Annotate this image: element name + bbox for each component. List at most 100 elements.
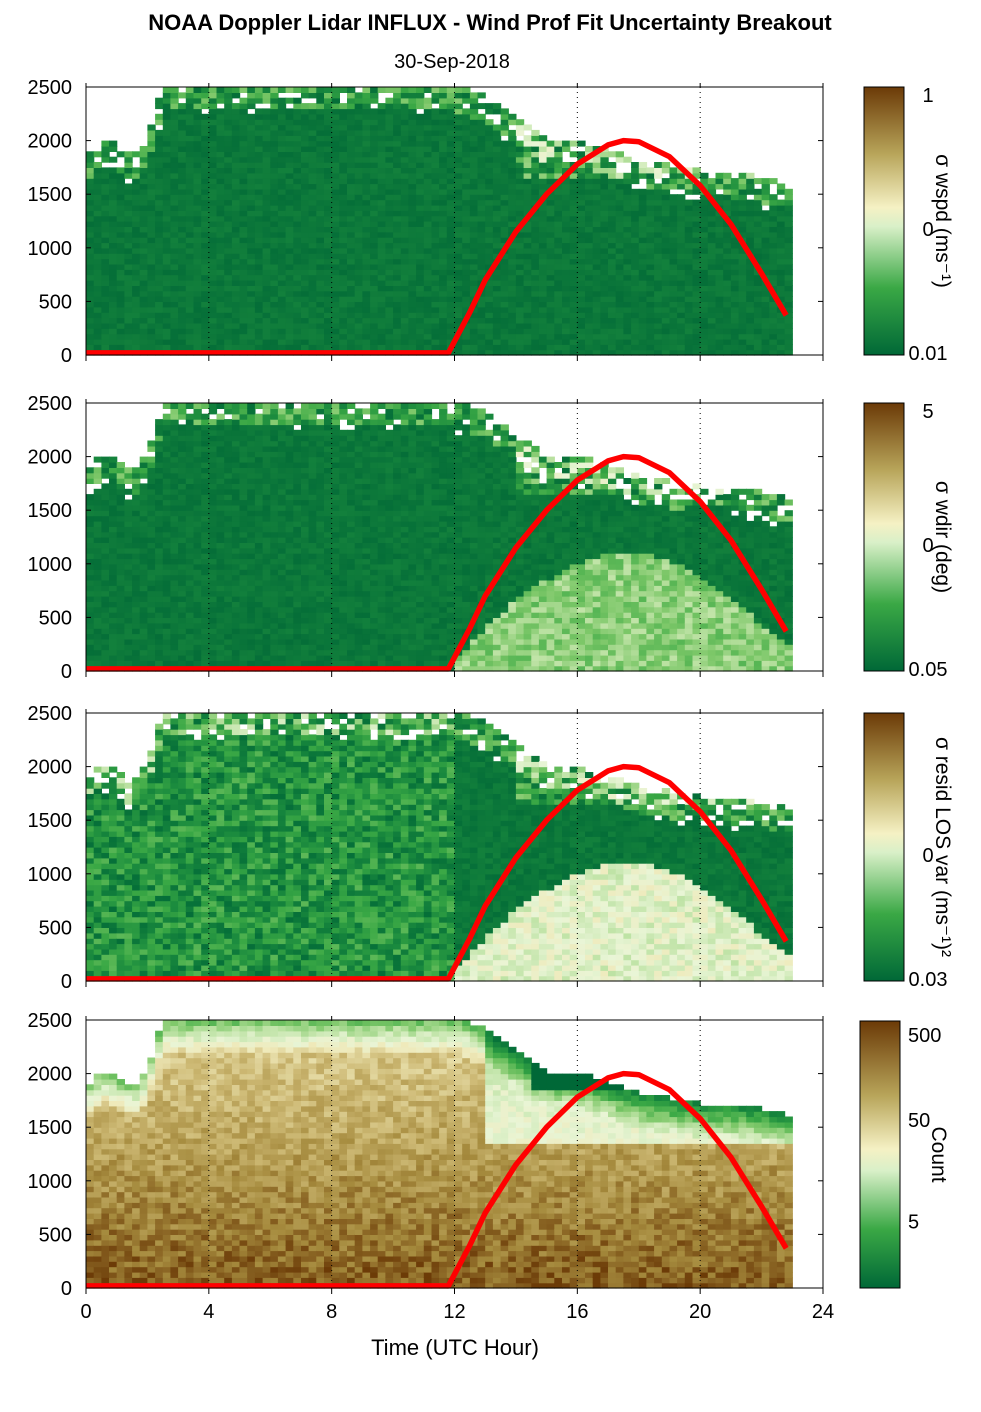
heatmap-cell <box>585 290 594 297</box>
heatmap-cell <box>277 178 287 185</box>
heatmap-cell <box>116 531 125 538</box>
heatmap-cell <box>715 231 724 238</box>
heatmap-cell <box>538 263 548 270</box>
heatmap-cell <box>254 563 264 570</box>
heatmap-cell <box>654 322 663 329</box>
heatmap-cell <box>316 162 325 168</box>
heatmap-cell <box>554 322 563 329</box>
heatmap-cell <box>469 92 479 99</box>
heatmap-cell <box>554 226 563 233</box>
heatmap-cell <box>446 280 456 286</box>
heatmap-cell <box>124 328 133 335</box>
heatmap-cell <box>308 199 317 206</box>
heatmap-cell <box>585 253 594 260</box>
heatmap-cell <box>416 285 425 292</box>
heatmap-cell <box>753 301 763 308</box>
heatmap-cell <box>116 617 125 624</box>
heatmap-cell <box>86 258 95 265</box>
heatmap-cell <box>477 333 486 340</box>
heatmap-cell <box>515 285 525 292</box>
heatmap-cell <box>554 301 563 308</box>
heatmap-cell <box>707 258 717 265</box>
heatmap-cell <box>185 445 195 452</box>
heatmap-cell <box>554 210 563 217</box>
heatmap-cell <box>162 467 172 474</box>
heatmap-cell <box>231 237 241 244</box>
heatmap-cell <box>231 119 241 126</box>
heatmap-cell <box>86 344 95 351</box>
heatmap-cell <box>216 204 225 211</box>
heatmap-cell <box>585 242 594 249</box>
heatmap-cell <box>608 333 617 340</box>
heatmap-cell <box>270 237 279 244</box>
heatmap-cell <box>761 344 770 351</box>
heatmap-cell <box>147 617 156 624</box>
heatmap-cell <box>116 172 125 179</box>
heatmap-cell <box>562 242 571 249</box>
heatmap-cell <box>208 124 218 131</box>
heatmap-cell <box>385 338 394 345</box>
heatmap-cell <box>254 183 264 190</box>
heatmap-cell <box>492 204 502 211</box>
heatmap-cell <box>155 558 164 565</box>
heatmap-cell <box>654 285 663 292</box>
heatmap-cell <box>608 258 617 265</box>
heatmap-cell <box>201 215 210 222</box>
heatmap-cell <box>86 338 95 345</box>
heatmap-cell <box>93 199 102 206</box>
heatmap-cell <box>308 210 317 217</box>
heatmap-cell <box>431 97 440 104</box>
heatmap-cell <box>109 596 118 602</box>
heatmap-cell <box>423 253 433 260</box>
heatmap-cell <box>416 247 425 254</box>
heatmap-cell <box>93 585 102 592</box>
heatmap-cell <box>178 178 187 185</box>
heatmap-cell <box>370 215 379 222</box>
heatmap-cell <box>500 338 509 345</box>
heatmap-cell <box>208 344 218 351</box>
heatmap-cell <box>254 579 264 586</box>
heatmap-cell <box>654 258 663 265</box>
heatmap-cell <box>508 280 517 286</box>
heatmap-cell <box>592 258 601 265</box>
heatmap-cell <box>661 226 671 233</box>
heatmap-cell <box>216 654 225 661</box>
heatmap-cell <box>416 274 425 281</box>
heatmap-cell <box>293 312 302 319</box>
heatmap-cell <box>431 183 440 190</box>
heatmap-cell <box>331 263 340 270</box>
heatmap-cell <box>416 226 425 233</box>
heatmap-cell <box>370 280 379 286</box>
heatmap-cell <box>185 606 195 613</box>
heatmap-cell <box>216 633 225 640</box>
heatmap-cell <box>600 199 609 206</box>
heatmap-cell <box>185 188 195 195</box>
heatmap-cell <box>462 301 471 308</box>
heatmap-cell <box>738 253 747 260</box>
heatmap-cell <box>254 135 264 142</box>
heatmap-cell <box>577 204 586 211</box>
heatmap-cell <box>508 156 517 163</box>
heatmap-cell <box>147 537 156 543</box>
heatmap-cell <box>224 649 233 656</box>
heatmap-cell <box>485 210 494 217</box>
heatmap-cell <box>301 322 310 329</box>
heatmap-cell <box>316 333 325 340</box>
heatmap-cell <box>170 520 179 527</box>
heatmap-cell <box>231 429 241 436</box>
heatmap-cell <box>116 601 125 608</box>
heatmap-cell <box>454 338 463 345</box>
heatmap-cell <box>201 231 210 238</box>
heatmap-cell <box>431 333 440 340</box>
heatmap-cell <box>193 467 202 474</box>
heatmap-cell <box>132 628 141 635</box>
heatmap-cell <box>446 226 456 233</box>
heatmap-cell <box>185 654 195 661</box>
heatmap-cell <box>247 547 256 554</box>
heatmap-cell <box>224 162 233 168</box>
heatmap-cell <box>554 172 563 179</box>
heatmap-cell <box>585 344 594 351</box>
heatmap-cell <box>93 547 102 554</box>
heatmap-cell <box>162 242 172 249</box>
heatmap-cell <box>515 183 525 190</box>
